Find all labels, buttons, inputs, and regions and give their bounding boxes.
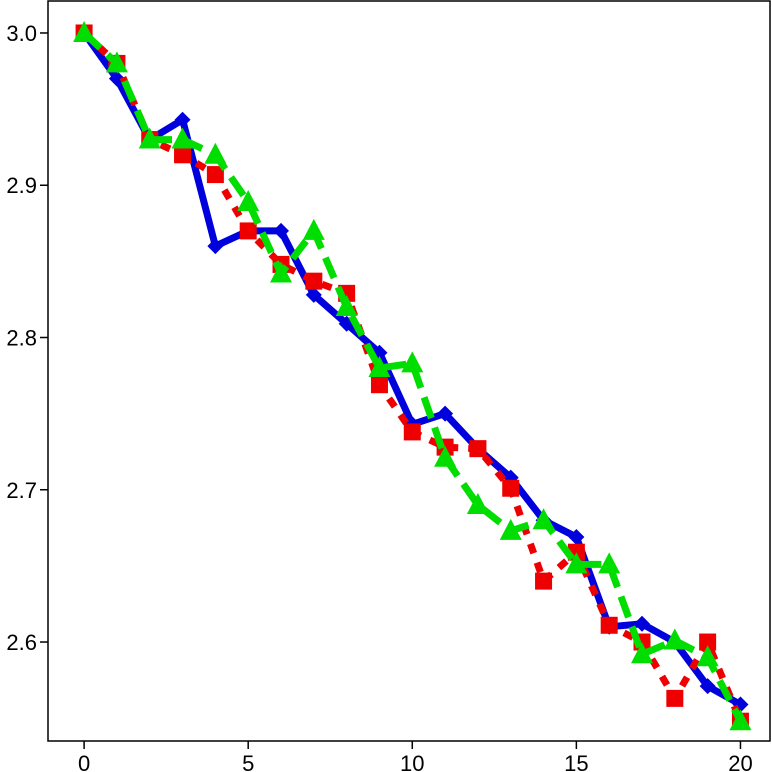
square-marker xyxy=(305,272,323,290)
triangle-marker xyxy=(73,20,96,42)
triangle-marker xyxy=(204,142,227,164)
square-marker xyxy=(403,423,421,441)
y-tick-label: 3.0 xyxy=(6,21,37,46)
triangle-marker xyxy=(499,518,522,540)
square-marker xyxy=(502,479,520,497)
triangle-marker xyxy=(368,355,391,377)
diamond-marker xyxy=(174,111,191,128)
triangle-marker xyxy=(565,552,588,574)
series-layer xyxy=(73,20,752,731)
square-marker xyxy=(370,376,388,394)
triangle-marker xyxy=(171,127,194,149)
diamond-marker xyxy=(305,286,322,303)
y-tick-label: 2.6 xyxy=(6,630,37,655)
y-tick-label: 2.7 xyxy=(6,478,37,503)
triangle-marker xyxy=(696,645,719,667)
square-marker xyxy=(174,146,192,164)
x-tick-label: 5 xyxy=(242,751,254,772)
triangle-marker xyxy=(335,295,358,317)
square-marker xyxy=(535,572,553,590)
square-marker xyxy=(600,616,618,634)
triangle-marker xyxy=(434,445,457,467)
triangle-marker xyxy=(598,552,621,574)
triangle-marker xyxy=(466,492,489,514)
y-axis-ticks: 2.6 2.7 2.8 2.9 3.0 xyxy=(6,21,48,655)
x-tick-label: 15 xyxy=(564,751,588,772)
plot-frame xyxy=(47,0,771,742)
diamond-marker xyxy=(437,405,454,422)
triangle-marker xyxy=(729,709,752,731)
diamond-marker xyxy=(273,222,290,239)
triangle-marker xyxy=(401,351,424,373)
diamond-marker xyxy=(108,70,125,87)
triangle-marker xyxy=(631,642,654,664)
x-tick-label: 20 xyxy=(728,751,752,772)
diamond-marker xyxy=(699,678,716,695)
square-marker xyxy=(469,440,487,458)
triangle-marker xyxy=(270,261,293,283)
diamond-marker xyxy=(634,615,651,632)
triangle-marker xyxy=(105,51,128,73)
diamond-marker xyxy=(207,238,224,255)
x-tick-label: 10 xyxy=(400,751,424,772)
x-axis-ticks: 0 5 10 15 20 xyxy=(78,741,753,772)
series-3 xyxy=(73,20,752,731)
triangle-marker xyxy=(138,127,161,149)
triangle-marker xyxy=(663,628,686,650)
square-marker xyxy=(206,166,224,184)
y-tick-label: 2.8 xyxy=(6,326,37,351)
triangle-marker xyxy=(302,218,325,240)
series-3-line xyxy=(81,30,744,723)
triangle-marker xyxy=(237,189,260,211)
x-tick-label: 0 xyxy=(78,751,90,772)
square-marker xyxy=(699,633,717,651)
diamond-marker xyxy=(568,528,585,545)
y-tick-label: 2.9 xyxy=(6,173,37,198)
square-marker xyxy=(666,689,684,707)
triangle-marker xyxy=(532,508,555,530)
square-marker xyxy=(239,222,257,240)
